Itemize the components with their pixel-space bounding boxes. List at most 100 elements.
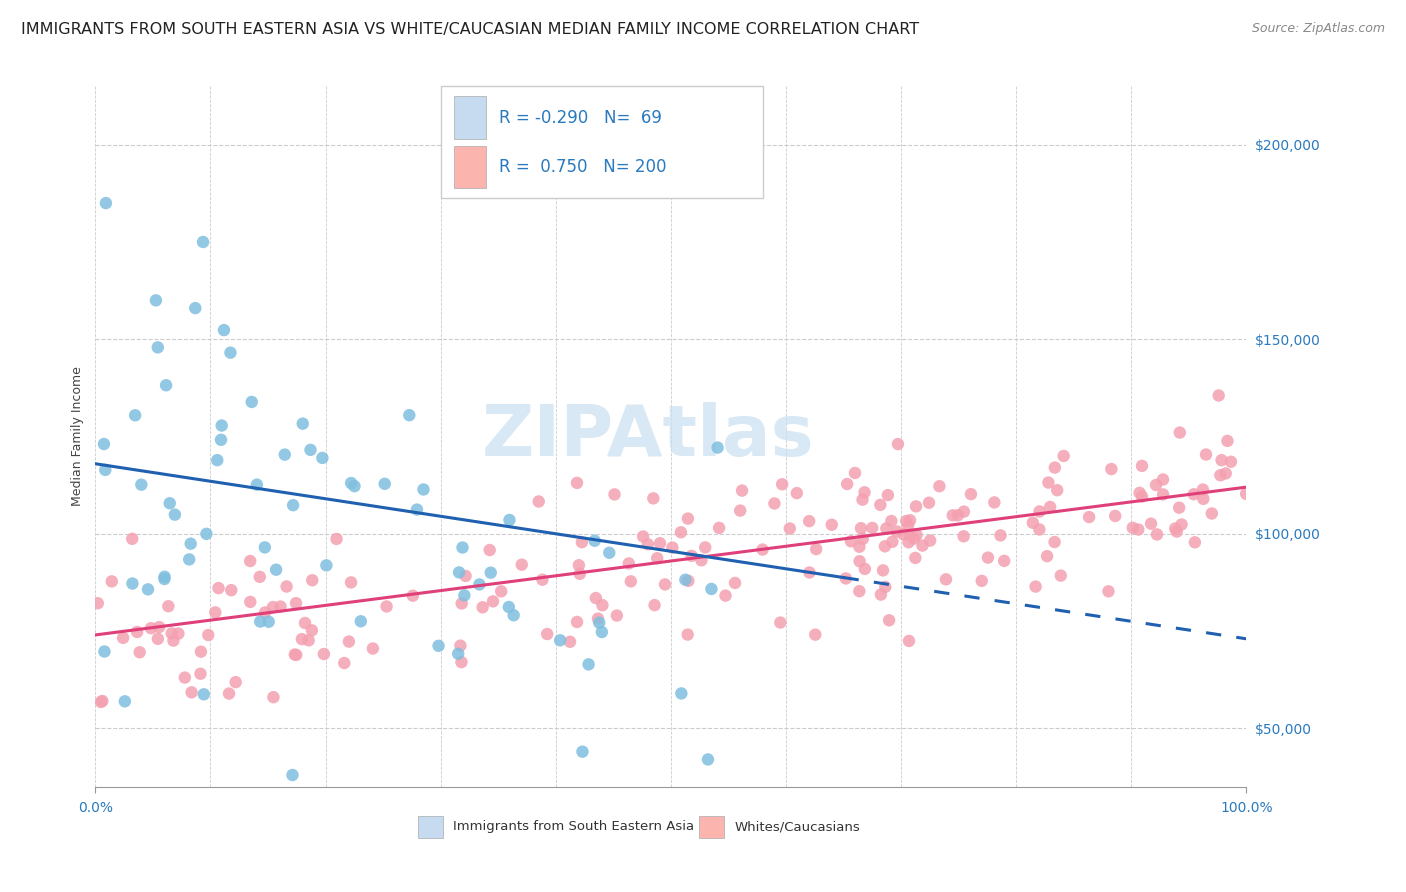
Point <box>284 648 307 662</box>
Point <box>471 600 494 615</box>
Point <box>337 634 360 648</box>
Point <box>1028 523 1050 537</box>
Point <box>875 580 897 594</box>
Point <box>571 745 593 759</box>
Point <box>804 627 827 641</box>
Point <box>568 558 591 573</box>
Point <box>167 626 190 640</box>
Point <box>1164 522 1187 536</box>
Point <box>870 588 893 602</box>
Point <box>893 527 915 541</box>
Point <box>583 533 606 548</box>
Point <box>911 539 934 553</box>
Point <box>678 574 700 588</box>
Point <box>146 632 169 646</box>
Point <box>1215 467 1237 481</box>
Point <box>207 453 229 467</box>
Point <box>779 521 801 535</box>
Point <box>291 417 314 431</box>
Point <box>588 615 610 630</box>
Point <box>225 675 247 690</box>
Point <box>153 572 176 586</box>
Point <box>877 613 900 627</box>
Point <box>121 576 143 591</box>
Text: Whites/Caucasians: Whites/Caucasians <box>734 821 860 833</box>
Point <box>1036 549 1059 563</box>
Point <box>343 479 366 493</box>
Point <box>898 513 921 527</box>
Point <box>1216 434 1239 448</box>
Point <box>1097 584 1119 599</box>
Point <box>898 528 921 542</box>
Point <box>880 514 903 528</box>
Point <box>977 550 1000 565</box>
Point <box>786 486 808 500</box>
Point <box>1053 449 1076 463</box>
Point <box>219 583 242 598</box>
Point <box>1168 500 1191 515</box>
Point <box>1128 523 1150 537</box>
Point <box>159 496 181 510</box>
Point <box>249 570 271 584</box>
Point <box>163 508 186 522</box>
Point <box>1211 453 1233 467</box>
Point <box>724 576 747 591</box>
Point <box>571 535 593 549</box>
Point <box>1028 504 1050 518</box>
Point <box>281 498 304 512</box>
Point <box>398 408 420 422</box>
Point <box>468 577 491 591</box>
Point <box>804 542 827 557</box>
Point <box>180 537 202 551</box>
Point <box>536 627 558 641</box>
Point <box>770 477 793 491</box>
Point <box>568 566 591 581</box>
Point <box>853 562 876 576</box>
Point <box>148 620 170 634</box>
Point <box>340 575 363 590</box>
Point <box>661 541 683 555</box>
Point <box>887 437 910 451</box>
Point <box>212 323 235 337</box>
Point <box>87 596 110 610</box>
Point <box>876 488 898 502</box>
Point <box>1201 507 1223 521</box>
Point <box>299 442 322 457</box>
Point <box>498 513 520 527</box>
Point <box>869 498 891 512</box>
Point <box>1219 455 1241 469</box>
Point <box>983 495 1005 509</box>
Point <box>848 584 870 599</box>
Point <box>886 524 908 539</box>
Point <box>1209 468 1232 483</box>
Point <box>127 624 149 639</box>
Point <box>671 686 693 700</box>
Point <box>298 633 321 648</box>
Point <box>478 543 501 558</box>
Point <box>219 345 242 359</box>
Point <box>502 608 524 623</box>
Point <box>240 395 263 409</box>
Point <box>848 540 870 554</box>
Point <box>700 582 723 596</box>
Point <box>262 690 284 705</box>
Point <box>375 599 398 614</box>
Point <box>714 589 737 603</box>
Text: Immigrants from South Eastern Asia: Immigrants from South Eastern Asia <box>453 821 695 833</box>
Point <box>207 581 229 595</box>
Point <box>1049 568 1071 582</box>
Point <box>1192 491 1215 506</box>
Point <box>128 645 150 659</box>
Point <box>264 563 287 577</box>
Point <box>690 553 713 567</box>
Point <box>311 450 333 465</box>
Point <box>412 483 434 497</box>
Point <box>882 534 904 549</box>
Point <box>112 631 135 645</box>
Point <box>93 437 115 451</box>
Point <box>918 496 941 510</box>
Text: R = -0.290   N=  69: R = -0.290 N= 69 <box>499 109 662 127</box>
Point <box>281 768 304 782</box>
Text: R =  0.750   N= 200: R = 0.750 N= 200 <box>499 158 666 176</box>
Point <box>844 466 866 480</box>
